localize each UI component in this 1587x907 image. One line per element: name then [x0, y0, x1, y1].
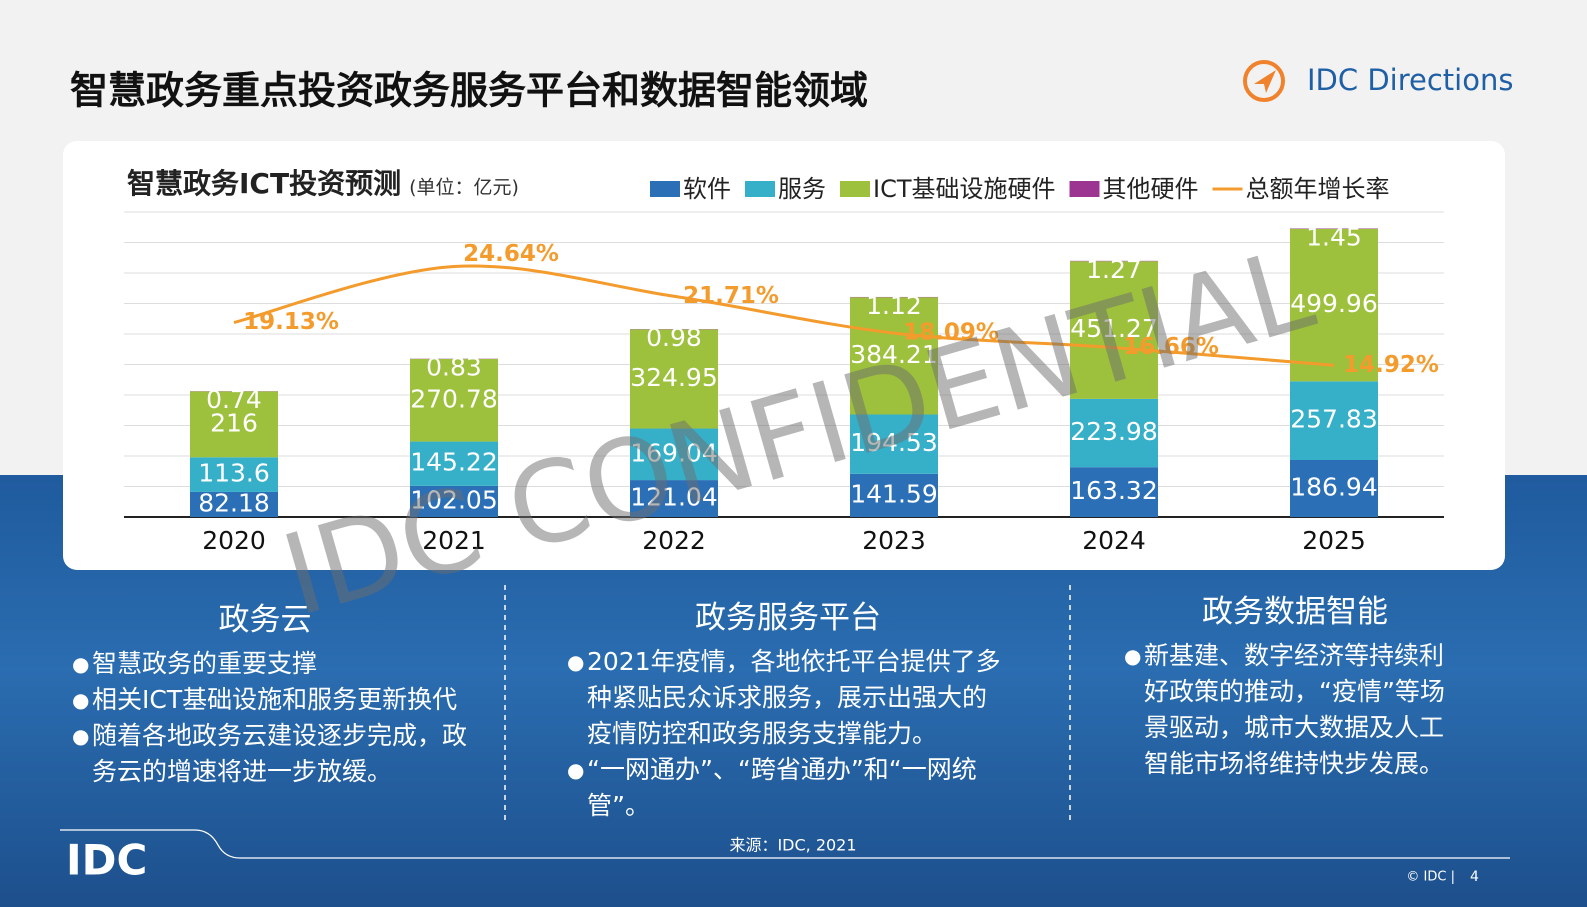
line-label: 24.64%	[463, 241, 559, 267]
chart: 软件 服务 ICT基础设施硬件 其他硬件 总额年增长率 2020 2021 2022 2023 2…	[124, 175, 1444, 555]
data-label: 1.45	[1306, 222, 1362, 251]
legend-label: ICT基础设施硬件	[873, 175, 1056, 203]
bar-segment	[1290, 381, 1378, 460]
data-label: 186.94	[1290, 472, 1377, 501]
chart-title: 智慧政务ICT投资预测	[127, 167, 401, 200]
data-label: 384.21	[850, 340, 937, 369]
bar-segment	[410, 485, 498, 517]
bullet-list: 2021年疫情，各地依托平台提供了多种紧贴民众诉求服务，展示出强大的疫情防控和政…	[567, 644, 1007, 824]
bar-segment	[850, 473, 938, 517]
bar-segment	[410, 358, 498, 442]
data-label: 324.95	[630, 363, 717, 392]
legend-label: 服务	[778, 175, 826, 203]
bar-segment	[630, 329, 718, 429]
column-heading: 政务云	[218, 602, 312, 638]
x-tick-label: 2023	[862, 526, 926, 555]
bar-segment	[1290, 459, 1378, 517]
bullet: 智慧政务的重要支撑	[72, 646, 467, 682]
data-label: 113.6	[198, 459, 270, 488]
slide-title: 智慧政务重点投资政务服务平台和数据智能领域	[70, 69, 868, 113]
bullet-list: 新基建、数字经济等持续利好政策的推动，“疫情”等场景驱动，城市大数据及人工智能市…	[1124, 638, 1464, 782]
data-label: 270.78	[410, 384, 497, 413]
data-label: 0.98	[646, 323, 702, 352]
bar-segment	[190, 491, 278, 517]
data-label: 499.96	[1290, 289, 1377, 318]
page-number: 4	[1470, 869, 1479, 885]
x-tick-label: 2022	[642, 526, 706, 555]
line-label: 16.66%	[1123, 334, 1219, 360]
bar-segment	[630, 428, 718, 481]
data-label: 0.83	[426, 353, 482, 382]
growth-line	[233, 264, 1335, 367]
column: 政务数据智能新基建、数字经济等持续利好政策的推动，“疫情”等场景驱动，城市大数据…	[1124, 592, 1464, 782]
logo-text: IDC Directions	[1307, 63, 1513, 97]
bar-segment	[410, 441, 498, 486]
column-heading: 政务数据智能	[1202, 594, 1388, 630]
x-tick-label: 2025	[1302, 526, 1366, 555]
data-label: 0.74	[206, 385, 262, 414]
x-tick-label: 2024	[1082, 526, 1146, 555]
source: 来源：IDC, 2021	[729, 836, 856, 855]
bar-segment	[630, 480, 718, 517]
column-heading: 政务服务平台	[695, 600, 881, 636]
data-label: 163.32	[1070, 476, 1157, 505]
x-tick-label: 2021	[422, 526, 486, 555]
copyright: © IDC |	[1406, 870, 1455, 885]
legend-swatch	[745, 181, 775, 197]
data-label: 82.18	[198, 488, 270, 517]
line-label: 14.92%	[1343, 352, 1439, 378]
legend-swatch	[1069, 181, 1100, 197]
column: 政务服务平台 2021年疫情，各地依托平台提供了多种紧贴民众诉求服务，展示出强大的…	[567, 598, 1007, 824]
bar-segment	[190, 457, 278, 492]
column: 政务云智慧政务的重要支撑相关ICT基础设施和服务更新换代随着各地政务云建设逐步完…	[72, 600, 467, 790]
data-label: 216	[210, 408, 258, 437]
bar-segment	[1070, 398, 1158, 468]
legend-swatch	[840, 181, 870, 197]
data-label: 102.05	[410, 485, 497, 514]
bullet-list: 智慧政务的重要支撑相关ICT基础设施和服务更新换代随着各地政务云建设逐步完成，政…	[72, 646, 467, 790]
data-label: 145.22	[410, 448, 497, 477]
data-label: 121.04	[630, 483, 717, 512]
x-tick-label: 2020	[202, 526, 266, 555]
legend-label: 软件	[683, 175, 731, 203]
bar-segment	[850, 297, 938, 415]
legend-label: 其他硬件	[1103, 175, 1199, 203]
bullet: 随着各地政务云建设逐步完成，政务云的增速将进一步放缓。	[72, 718, 467, 790]
data-label: 141.59	[850, 479, 937, 508]
bullet: 新基建、数字经济等持续利好政策的推动，“疫情”等场景驱动，城市大数据及人工智能市…	[1124, 638, 1464, 782]
bullet: 2021年疫情，各地依托平台提供了多种紧贴民众诉求服务，展示出强大的疫情防控和政…	[567, 644, 1007, 752]
data-label: 194.53	[850, 428, 937, 457]
footer-line	[60, 829, 1510, 859]
bullet: 相关ICT基础设施和服务更新换代	[72, 682, 467, 718]
chart-card	[63, 141, 1505, 570]
line-label: 21.71%	[683, 283, 779, 309]
legend-swatch	[650, 181, 680, 197]
line-label: 19.13%	[243, 309, 339, 335]
footer-logo: IDC	[66, 836, 147, 885]
bar-segment	[850, 414, 938, 474]
legend-label: 总额年增长率	[1246, 175, 1390, 203]
bar-segment	[190, 391, 278, 458]
data-label: 257.83	[1290, 405, 1377, 434]
chart-unit: (单位：亿元)	[409, 177, 519, 199]
bullet: “一网通办”、“跨省通办”和“一网统管”。	[567, 752, 1007, 824]
data-label: 451.27	[1070, 314, 1157, 343]
bar-segment	[1290, 228, 1378, 382]
bar-segment	[1070, 261, 1158, 399]
line-label: 18.09%	[903, 320, 999, 346]
data-label: 1.27	[1086, 255, 1142, 284]
data-label: 1.12	[866, 291, 922, 320]
bar-segment	[1070, 467, 1158, 517]
data-label: 169.04	[630, 438, 717, 467]
data-label: 223.98	[1070, 417, 1157, 446]
logo-icon	[1243, 60, 1285, 102]
